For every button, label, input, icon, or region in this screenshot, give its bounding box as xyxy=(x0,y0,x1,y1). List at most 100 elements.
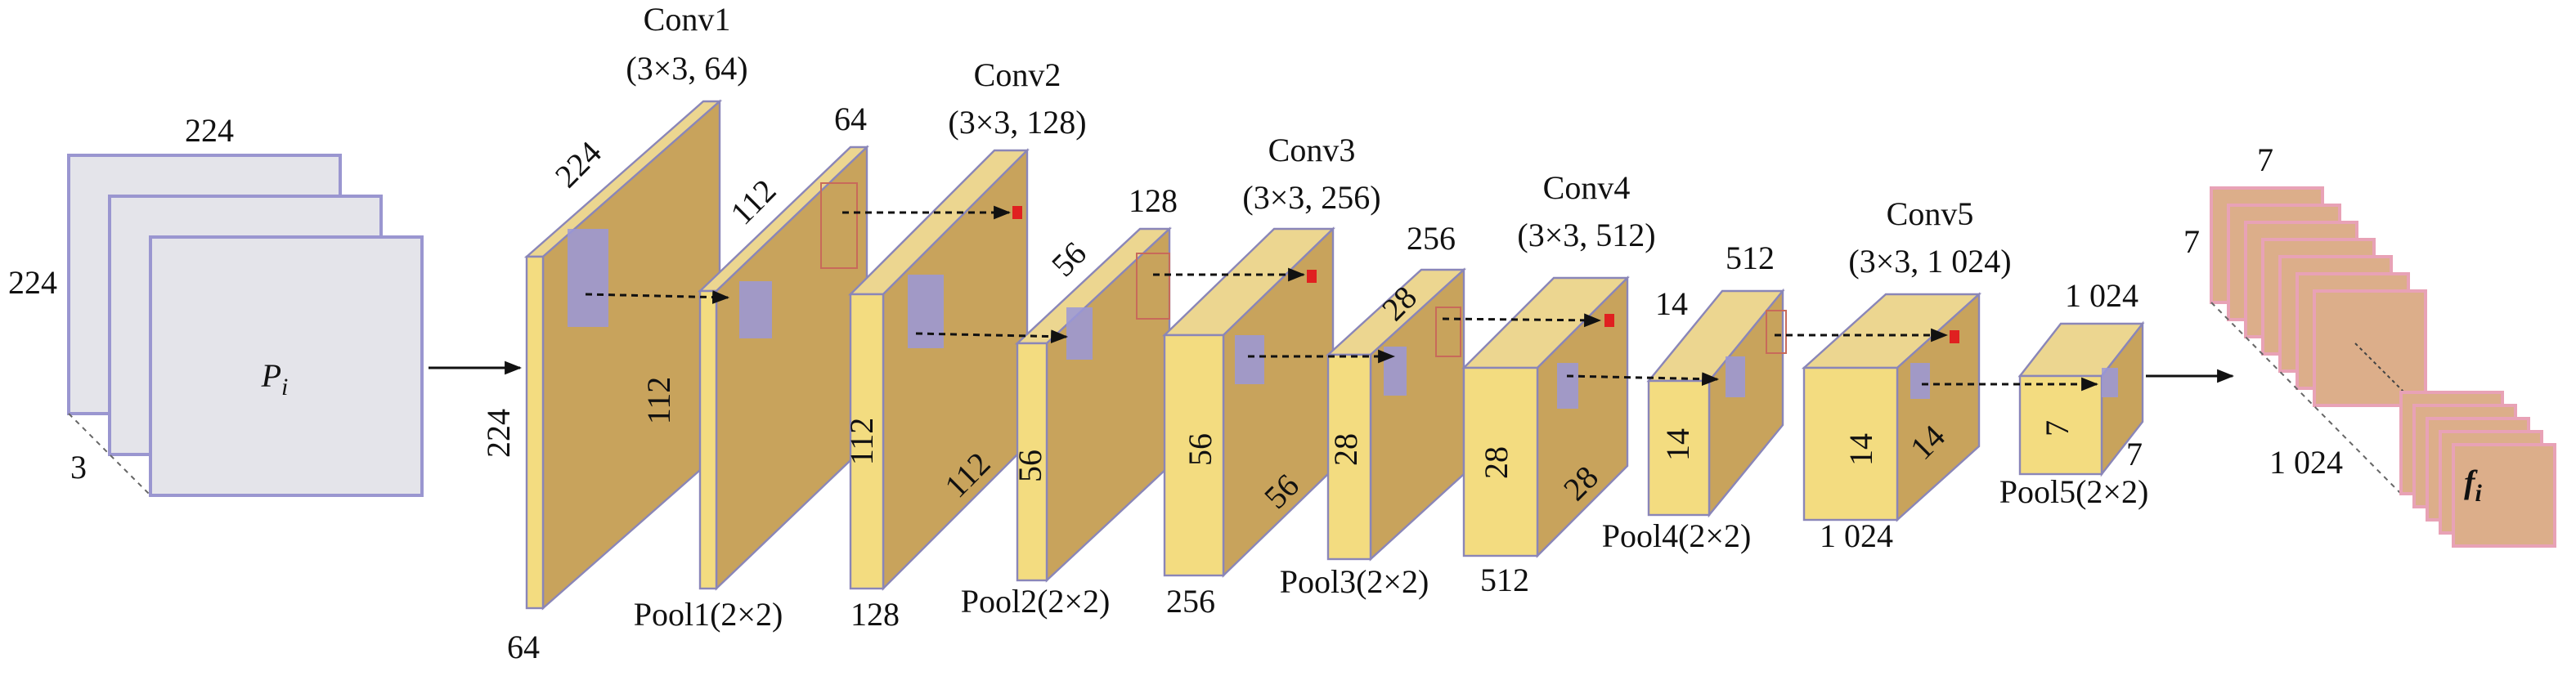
dim-label: 1 024 xyxy=(2269,444,2343,481)
layer-title: Conv1 xyxy=(644,1,731,38)
labels: 224 224 3 Pi Conv1 (3×3, 64) Conv2 (3×3,… xyxy=(8,1,2482,665)
block-front xyxy=(1647,379,1711,517)
dim-label: 14 xyxy=(1659,428,1696,461)
dim-label: 7 xyxy=(2257,141,2273,178)
kernel-window xyxy=(908,275,944,348)
dim-label: 112 xyxy=(640,377,677,425)
layer-params: (3×3, 1 024) xyxy=(1848,243,2011,280)
block xyxy=(848,148,1030,591)
pool-label: Pool3(2×2) xyxy=(1280,563,1429,600)
kernel-window xyxy=(1384,347,1407,396)
dim-label: 224 xyxy=(548,134,608,195)
input-stack xyxy=(67,154,424,497)
output-label: fi xyxy=(2464,463,2482,507)
block-front xyxy=(1163,334,1225,577)
layer-params: (3×3, 512) xyxy=(1517,217,1655,253)
output-stack xyxy=(2210,186,2556,548)
layer-params: (3×3, 128) xyxy=(948,104,1086,141)
block-front xyxy=(1462,366,1539,557)
symbol: f xyxy=(2464,463,2478,500)
dim-label: 224 xyxy=(480,409,517,458)
dim-label: 56 xyxy=(1182,433,1218,466)
pool-window xyxy=(1435,307,1461,357)
dim-label: 14 xyxy=(1655,285,1688,322)
pool-window xyxy=(1766,310,1787,354)
pool-output xyxy=(1950,330,1959,343)
block xyxy=(523,99,723,611)
input-label: Pi xyxy=(261,357,289,401)
block xyxy=(1162,226,1335,578)
block-front xyxy=(849,293,885,590)
dim-label: 64 xyxy=(507,629,540,665)
dim-label: 28 xyxy=(1478,446,1515,479)
block-front xyxy=(698,289,718,590)
block xyxy=(1801,292,1982,522)
kernel-window xyxy=(739,281,772,338)
block-front xyxy=(1802,366,1899,522)
kernel-window xyxy=(568,229,608,327)
layer-params: (3×3, 64) xyxy=(626,50,747,87)
pool-label: Pool5(2×2) xyxy=(1999,473,2149,510)
block-front xyxy=(1016,342,1048,582)
output-sheet xyxy=(2452,443,2556,548)
pool-output xyxy=(1604,314,1614,327)
dim-label: 3 xyxy=(70,449,87,486)
block xyxy=(2017,320,2145,477)
dim-label: 28 xyxy=(1327,433,1364,466)
kernel-window xyxy=(1910,363,1930,399)
pool-output xyxy=(1307,270,1317,283)
kernel-window xyxy=(1557,363,1578,409)
dim-label: 256 xyxy=(1407,220,1456,257)
pool-window xyxy=(820,182,858,269)
dim-label: 512 xyxy=(1480,562,1529,598)
block xyxy=(1014,226,1173,583)
block xyxy=(1646,288,1785,518)
arrow xyxy=(1442,313,1602,328)
dim-label: 14 xyxy=(1842,433,1879,466)
dim-label: 224 xyxy=(8,264,57,301)
kernel-window xyxy=(2102,368,2118,397)
dim-label: 112 xyxy=(843,418,880,466)
block xyxy=(1461,275,1630,558)
subscript: i xyxy=(281,374,288,401)
dim-label: 56 xyxy=(1044,235,1093,284)
dim-label: 1 024 xyxy=(2065,277,2138,314)
dim-label: 224 xyxy=(185,112,234,149)
dim-label: 1 024 xyxy=(1820,517,1893,554)
kernel-window xyxy=(1726,356,1745,397)
dim-label: 7 xyxy=(2183,223,2200,260)
layer-title: Conv5 xyxy=(1887,195,1974,232)
block-front xyxy=(1326,353,1372,561)
dim-label: 7 xyxy=(2126,436,2143,472)
dim-label: 512 xyxy=(1726,240,1775,276)
pool-window xyxy=(1136,253,1170,320)
arrow xyxy=(585,290,730,304)
dim-label: 256 xyxy=(1166,583,1215,620)
details xyxy=(568,182,2118,409)
block-front xyxy=(2018,374,2103,476)
input-sheet xyxy=(149,235,424,497)
block xyxy=(698,145,869,591)
pool-label: Pool1(2×2) xyxy=(634,596,783,633)
pool-label: Pool2(2×2) xyxy=(961,583,1111,620)
arrow xyxy=(1566,372,1720,386)
dim-label: 64 xyxy=(834,101,867,137)
dim-label: 7 xyxy=(2039,420,2076,436)
symbol: P xyxy=(261,357,281,394)
kernel-window xyxy=(1066,307,1093,360)
layer-title: Conv3 xyxy=(1268,132,1356,168)
dim-label: 56 xyxy=(1012,450,1048,482)
pool-output xyxy=(1012,206,1022,219)
subscript: i xyxy=(2475,480,2482,507)
layer-title: Conv2 xyxy=(974,56,1061,93)
dim-label: 128 xyxy=(1129,182,1178,219)
pool-label: Pool4(2×2) xyxy=(1602,517,1752,554)
dim-label: 128 xyxy=(850,596,900,633)
block xyxy=(1325,267,1467,562)
kernel-window xyxy=(1235,335,1264,384)
blocks xyxy=(523,99,2145,611)
layer-title: Conv4 xyxy=(1543,169,1631,206)
output-sheet xyxy=(2313,289,2427,407)
block-front xyxy=(525,255,545,610)
